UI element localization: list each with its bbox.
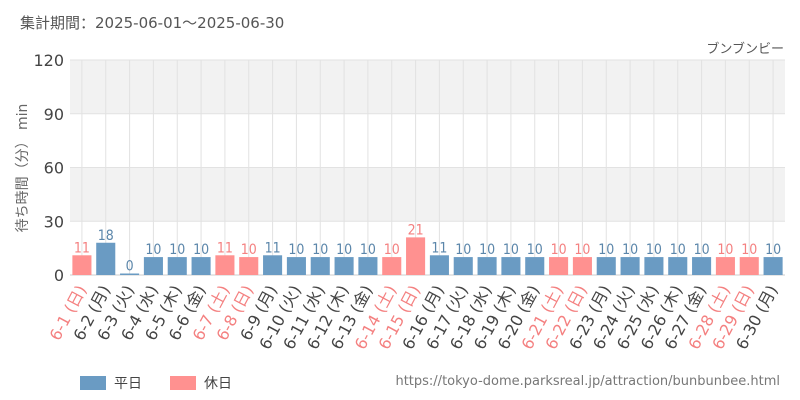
bar-value-label: 10 <box>670 242 686 258</box>
bar-value-label: 10 <box>765 242 781 258</box>
y-tick-label: 90 <box>44 105 64 124</box>
bar-holiday <box>715 257 735 275</box>
bar-weekday <box>429 255 449 275</box>
y-axis-ticks: 0 30 60 90 120 <box>33 51 785 285</box>
bar-value-label: 11 <box>74 240 90 256</box>
bar-value-label: 10 <box>527 242 543 258</box>
bar-value-label: 10 <box>288 242 304 258</box>
bar-value-label: 10 <box>169 242 185 258</box>
legend-swatch-weekday <box>80 376 106 390</box>
bar-value-label: 10 <box>455 242 471 258</box>
plot-band <box>70 60 785 114</box>
bar-value-label: 10 <box>360 242 376 258</box>
bar-weekday <box>334 257 354 275</box>
legend: 平日 休日 <box>80 373 260 393</box>
bar-weekday <box>358 257 378 275</box>
bar-holiday <box>406 237 426 275</box>
bar-weekday <box>644 257 664 275</box>
bar-value-label: 10 <box>479 242 495 258</box>
bar-holiday <box>382 257 402 275</box>
bar-weekday <box>286 257 306 275</box>
y-tick-label: 0 <box>54 266 64 285</box>
attraction-name: ブンブンビー <box>706 42 784 57</box>
legend-label-holiday: 休日 <box>204 376 232 392</box>
legend-item-weekday: 平日 <box>80 373 142 393</box>
bar-weekday <box>96 242 116 275</box>
bar-value-label: 10 <box>503 242 519 258</box>
bar-value-label: 10 <box>741 242 757 258</box>
bar-weekday <box>310 257 330 275</box>
bar-value-label: 10 <box>241 242 257 258</box>
bar-weekday <box>477 257 497 275</box>
bar-weekday <box>120 273 140 275</box>
plot-band <box>70 167 785 222</box>
bar-weekday <box>620 257 640 275</box>
x-axis-ticks: 6-1 (日)6-2 (月)6-3 (火)6-4 (水)6-5 (木)6-6 (… <box>46 282 782 353</box>
bar-value-label: 10 <box>384 242 400 258</box>
legend-item-holiday: 休日 <box>170 373 232 393</box>
y-tick-label: 120 <box>33 51 64 70</box>
bar-value-label: 10 <box>193 242 209 258</box>
legend-swatch-holiday <box>170 376 196 390</box>
bar-holiday <box>239 257 259 275</box>
bar-value-label: 10 <box>694 242 710 258</box>
bar-value-label: 11 <box>431 240 447 256</box>
bar-holiday <box>72 255 92 275</box>
bar-value-label: 18 <box>98 228 114 244</box>
bar-value-label: 10 <box>598 242 614 258</box>
bar-weekday <box>143 257 163 275</box>
bar-value-label: 10 <box>646 242 662 258</box>
bar-holiday <box>215 255 235 275</box>
bar-value-label: 0 <box>126 259 134 275</box>
bar-weekday <box>763 257 783 275</box>
bar-weekday <box>191 257 211 275</box>
bar-value-label: 11 <box>265 240 281 256</box>
bar-value-label: 10 <box>336 242 352 258</box>
bar-weekday <box>596 257 616 275</box>
bar-value-label: 10 <box>574 242 590 258</box>
bar-value-label: 10 <box>145 242 161 258</box>
source-url[interactable]: https://tokyo-dome.parksreal.jp/attracti… <box>395 374 780 389</box>
bar-holiday <box>739 257 759 275</box>
bar-holiday <box>572 257 592 275</box>
bar-weekday <box>668 257 688 275</box>
bar-value-label: 10 <box>717 242 733 258</box>
bars <box>72 237 783 275</box>
period-label: 集計期間：2025-06-01～2025-06-30 <box>20 14 285 32</box>
bar-weekday <box>501 257 521 275</box>
bar-value-label: 10 <box>312 242 328 258</box>
bar-value-label: 10 <box>622 242 638 258</box>
legend-label-weekday: 平日 <box>114 376 142 392</box>
bar-weekday <box>167 257 187 275</box>
bar-value-label: 21 <box>408 222 424 238</box>
bar-value-label: 10 <box>551 242 567 258</box>
value-labels: 11 18 0 10 10 10 11 10 11 10 10 10 10 10 21 11 10 10 10 10 1… <box>74 222 781 274</box>
y-tick-label: 30 <box>44 212 64 231</box>
bar-weekday <box>263 255 283 275</box>
bar-weekday <box>525 257 545 275</box>
bar-weekday <box>453 257 473 275</box>
bar-weekday <box>692 257 712 275</box>
bar-holiday <box>549 257 569 275</box>
bar-value-label: 11 <box>217 240 233 256</box>
plot-background <box>70 60 785 222</box>
y-tick-label: 60 <box>44 159 64 178</box>
